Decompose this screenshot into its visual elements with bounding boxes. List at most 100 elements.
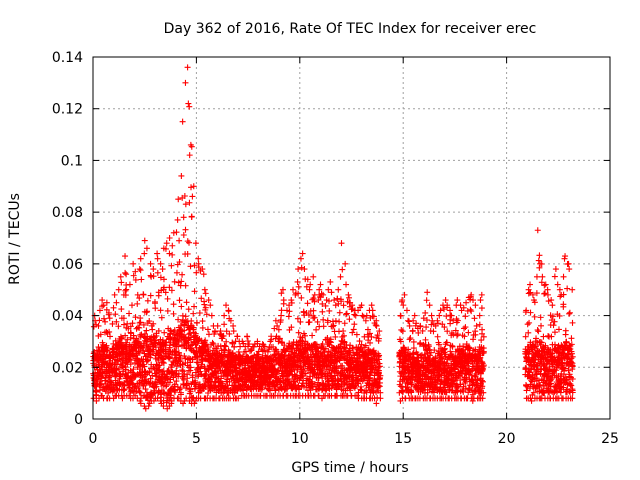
data-point [535, 257, 542, 264]
data-point [341, 320, 348, 327]
data-point [209, 339, 216, 346]
data-point [182, 79, 189, 86]
data-point [461, 325, 468, 332]
data-point [452, 327, 459, 334]
data-point [365, 384, 372, 391]
data-point [333, 363, 340, 370]
data-point [166, 284, 173, 291]
data-point [178, 342, 185, 349]
data-point [109, 388, 116, 395]
data-point [410, 317, 417, 324]
data-point [185, 355, 192, 362]
data-point [469, 391, 476, 398]
y-tick-label: 0.1 [61, 153, 83, 169]
data-point [422, 354, 429, 361]
data-point [460, 343, 467, 350]
data-point [411, 312, 418, 319]
data-point [147, 260, 154, 267]
data-point [133, 325, 140, 332]
data-point [154, 255, 161, 262]
x-tick-label: 5 [192, 431, 201, 447]
data-point [311, 298, 318, 305]
data-point [175, 343, 182, 350]
data-point [406, 318, 413, 325]
data-point [182, 282, 189, 289]
data-point [356, 338, 363, 345]
data-point [300, 308, 307, 315]
data-point [328, 289, 335, 296]
data-point [187, 330, 194, 337]
data-point [143, 356, 150, 363]
data-point [123, 343, 130, 350]
data-point [105, 389, 112, 396]
data-point [110, 340, 117, 347]
data-point [319, 300, 326, 307]
data-point [302, 332, 309, 339]
data-point [430, 389, 437, 396]
data-point [290, 286, 297, 293]
data-point [375, 337, 382, 344]
data-point [253, 362, 260, 369]
data-point [350, 326, 357, 333]
data-point [351, 354, 358, 361]
data-point [313, 341, 320, 348]
data-point [128, 302, 135, 309]
data-point [163, 240, 170, 247]
data-point [121, 321, 128, 328]
data-point [145, 403, 152, 410]
data-point [410, 345, 417, 352]
data-point [181, 327, 188, 334]
data-point [422, 309, 429, 316]
data-point [207, 302, 214, 309]
data-point [186, 239, 193, 246]
data-point [454, 331, 461, 338]
data-point [376, 328, 383, 335]
data-point [152, 340, 159, 347]
data-point [190, 326, 197, 333]
data-point [304, 300, 311, 307]
data-point [166, 342, 173, 349]
data-point [462, 378, 469, 385]
data-point [369, 307, 376, 314]
y-axis-title: ROTI / TECUs [7, 193, 23, 285]
data-point [274, 381, 281, 388]
data-point [142, 353, 149, 360]
data-point [239, 338, 246, 345]
data-point [192, 240, 199, 247]
data-point [294, 356, 301, 363]
data-point [541, 290, 548, 297]
data-point [195, 373, 202, 380]
data-point [435, 339, 442, 346]
data-point [174, 216, 181, 223]
x-axis-title: GPS time / hours [291, 460, 408, 476]
data-point [420, 315, 427, 322]
data-point [96, 317, 103, 324]
data-point [306, 286, 313, 293]
data-point [168, 262, 175, 269]
data-point [376, 352, 383, 359]
data-point [423, 297, 430, 304]
data-point [549, 302, 556, 309]
data-point [278, 312, 285, 319]
data-point [399, 297, 406, 304]
data-point [134, 300, 141, 307]
data-point [179, 367, 186, 374]
data-point [423, 324, 430, 331]
data-point [268, 333, 275, 340]
data-point [103, 306, 110, 313]
data-point [187, 263, 194, 270]
data-point [235, 395, 242, 402]
data-point [457, 302, 464, 309]
data-point [447, 320, 454, 327]
data-point [418, 358, 425, 365]
data-point [127, 329, 134, 336]
data-point [370, 313, 377, 320]
data-point [533, 335, 540, 342]
data-point [93, 397, 100, 404]
data-point [244, 333, 251, 340]
data-point [166, 379, 173, 386]
data-point [332, 302, 339, 309]
data-point [123, 286, 130, 293]
data-point [118, 335, 125, 342]
